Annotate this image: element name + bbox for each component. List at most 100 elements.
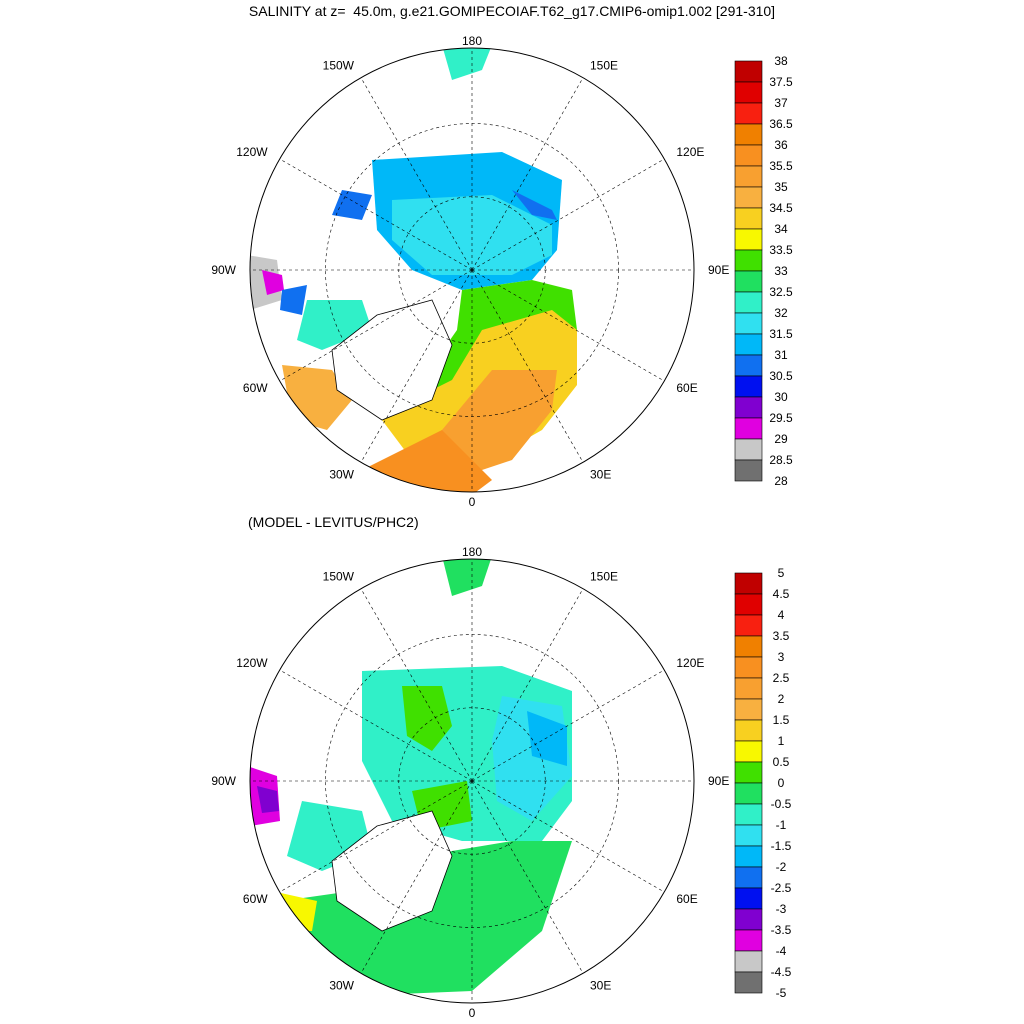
meridian-line [471, 588, 584, 782]
colorbar-tick-label: -0.5 [771, 797, 792, 811]
colorbar-swatch [734, 803, 763, 826]
longitude-label: 120W [236, 656, 268, 670]
meridian-line [471, 780, 584, 974]
chart-title: SALINITY at z= 45.0m, g.e21.GOMIPECOIAF.… [248, 3, 776, 19]
colorbar-tick-label: 2 [778, 692, 785, 706]
colorbar-tick-label: 35.5 [769, 159, 793, 173]
meridian-line [471, 269, 584, 463]
longitude-label: 90E [708, 774, 729, 788]
difference-colorbar: 5 4.5 4 3.5 3 2.5 2 1.5 1 0.5 0 -0.5 -1 -1.5 -2 -2.5 -3 -… [734, 566, 792, 1000]
region-hudson-bay-inner [257, 786, 279, 813]
colorbar-swatch [734, 866, 763, 889]
longitude-label: 30E [590, 978, 611, 992]
colorbar-tick-label: 34.5 [769, 201, 793, 215]
land-greenland [331, 299, 453, 421]
colorbar-swatch [734, 740, 763, 763]
colorbar-tick-label: 0.5 [773, 755, 790, 769]
colorbar-tick-label: 4.5 [773, 587, 790, 601]
colorbar-swatch [734, 635, 763, 658]
colorbar-tick-label: 37 [774, 96, 788, 110]
colorbar-swatch [734, 887, 763, 910]
meridian-line [360, 269, 473, 463]
colorbar-swatch [734, 291, 763, 314]
colorbar-tick-label: 2.5 [773, 671, 790, 685]
longitude-label: 120W [236, 145, 268, 159]
map-boundary [249, 47, 695, 493]
colorbar-tick-label: 33.5 [769, 243, 793, 257]
region-laptev-sea [527, 711, 567, 766]
meridian-line [279, 269, 473, 382]
colorbar-swatch [734, 908, 763, 931]
meridian-line [471, 158, 665, 271]
meridian-line [279, 669, 473, 782]
parallel-line [398, 196, 546, 344]
colorbar-swatch [734, 270, 763, 293]
longitude-label: 90W [211, 263, 236, 277]
parallel-line [325, 123, 619, 417]
colorbar-tick-label: -2 [776, 860, 787, 874]
colorbar-tick-label: 3 [778, 650, 785, 664]
colorbar-swatch [734, 165, 763, 188]
colorbar-tick-label: 28 [774, 474, 788, 488]
meridian-line [360, 77, 473, 271]
meridian-line [471, 269, 665, 382]
longitude-label: 150W [323, 570, 355, 584]
longitude-label: 30W [329, 467, 354, 481]
colorbar-tick-label: -3 [776, 902, 787, 916]
meridian-line [471, 780, 665, 893]
colorbar-swatch [734, 459, 763, 482]
colorbar-swatch [734, 950, 763, 973]
parallel-line [398, 707, 546, 855]
colorbar-tick-label: 30 [774, 390, 788, 404]
colorbar-tick-label: 36.5 [769, 117, 793, 131]
meridian-line [471, 669, 665, 782]
colorbar-swatch [734, 677, 763, 700]
colorbar-swatch [734, 102, 763, 125]
colorbar-tick-label: 32.5 [769, 285, 793, 299]
colorbar-swatch [734, 375, 763, 398]
longitude-label: 120E [676, 145, 704, 159]
colorbar-swatch [734, 782, 763, 805]
colorbar-swatch [734, 81, 763, 104]
colorbar-swatch [734, 417, 763, 440]
colorbar-swatch [734, 656, 763, 679]
colorbar-tick-label: -1.5 [771, 839, 792, 853]
colorbar-swatch [734, 186, 763, 209]
land-greenland [331, 810, 453, 932]
colorbar-tick-label: -1 [776, 818, 787, 832]
salinity-map: 180 150E 120E 90E 60E 30E 0 30W 60W 90W 120W 150W [211, 34, 729, 509]
colorbar-swatch [734, 312, 763, 335]
colorbar-tick-label: -4 [776, 944, 787, 958]
longitude-label: 60E [676, 381, 697, 395]
meridian-line [360, 780, 473, 974]
graticule [250, 48, 694, 492]
region-nordic-seas [272, 841, 572, 996]
colorbar-swatch [734, 207, 763, 230]
colorbar-tick-label: 31 [774, 348, 788, 362]
longitude-label: 150W [323, 59, 355, 73]
colorbar-tick-label: 3.5 [773, 629, 790, 643]
longitude-label: 0 [469, 495, 476, 509]
longitude-label: 120E [676, 656, 704, 670]
longitude-label: 180 [462, 34, 482, 48]
colorbar-tick-label: 1.5 [773, 713, 790, 727]
longitude-label: 30E [590, 467, 611, 481]
longitude-label: 90W [211, 774, 236, 788]
colorbar-tick-label: 5 [778, 566, 785, 580]
colorbar-tick-label: 4 [778, 608, 785, 622]
meridian-line [279, 780, 473, 893]
colorbar-tick-label: 34 [774, 222, 788, 236]
longitude-label: 30W [329, 978, 354, 992]
region-bering-strait [442, 48, 492, 80]
colorbar-tick-label: -2.5 [771, 881, 792, 895]
colorbar-swatch [734, 144, 763, 167]
region-hudson-bay-inner [262, 270, 284, 295]
colorbar-tick-label: 33 [774, 264, 788, 278]
colorbar-swatch [734, 354, 763, 377]
colorbar-swatch [734, 593, 763, 616]
colorbar-tick-label: -4.5 [771, 965, 792, 979]
parallel-line [325, 634, 619, 928]
longitude-label: 0 [469, 1006, 476, 1020]
colorbar-tick-label: 28.5 [769, 453, 793, 467]
